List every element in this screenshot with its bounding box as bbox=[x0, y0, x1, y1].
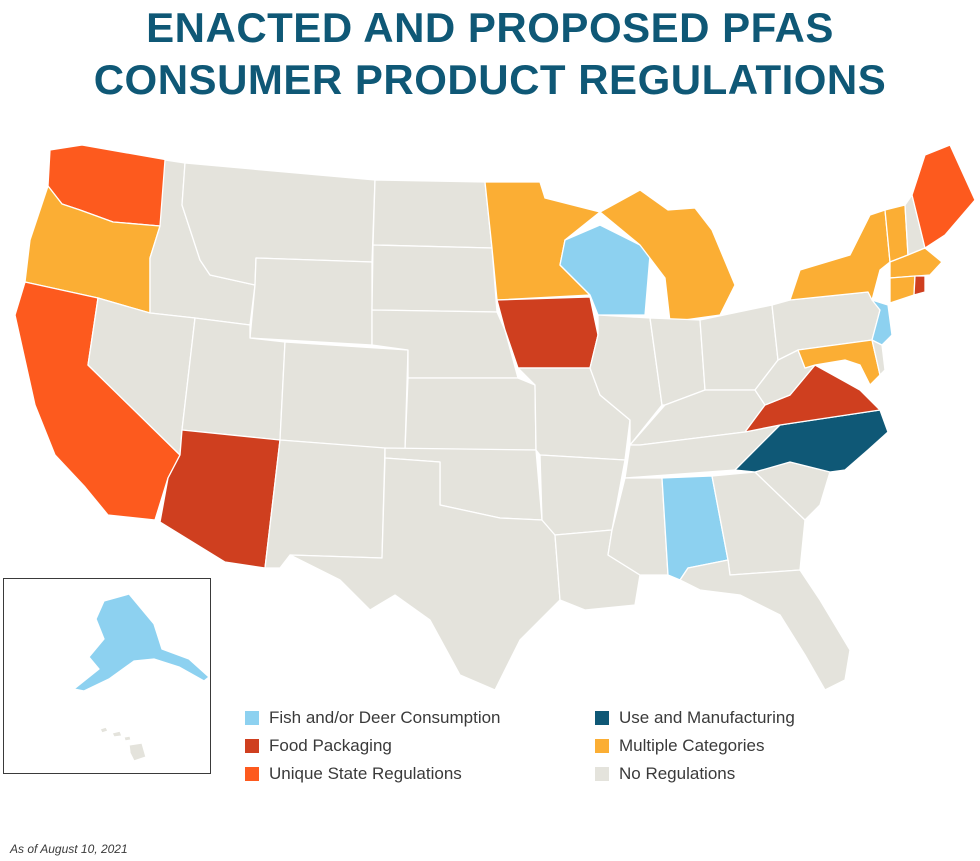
legend-label-food-packaging: Food Packaging bbox=[269, 736, 392, 755]
state-FL[interactable] bbox=[679, 559, 851, 691]
state-CT[interactable] bbox=[889, 275, 916, 304]
state-WI[interactable] bbox=[559, 224, 651, 316]
legend-swatch-unique-state bbox=[245, 767, 259, 781]
state-WY[interactable] bbox=[249, 257, 373, 346]
legend-item-multiple: Multiple Categories bbox=[595, 736, 765, 756]
hawaii-islands bbox=[99, 726, 147, 762]
legend-swatch-fish-deer bbox=[245, 711, 259, 725]
legend-item-fish-deer: Fish and/or Deer Consumption bbox=[245, 708, 501, 728]
state-KS[interactable] bbox=[404, 377, 537, 451]
legend-item-use-manufacturing: Use and Manufacturing bbox=[595, 708, 795, 728]
state-AK[interactable] bbox=[73, 593, 210, 692]
state-CO[interactable] bbox=[279, 341, 409, 451]
legend-label-none: No Regulations bbox=[619, 764, 736, 783]
state-AR[interactable] bbox=[539, 454, 626, 536]
legend: Fish and/or Deer Consumption Food Packag… bbox=[245, 708, 885, 798]
legend-swatch-none bbox=[595, 767, 609, 781]
us-map bbox=[14, 144, 976, 691]
state-SD[interactable] bbox=[371, 244, 498, 313]
legend-label-use-manufacturing: Use and Manufacturing bbox=[619, 708, 795, 727]
inset-alaska-hawaii bbox=[3, 578, 211, 774]
legend-item-food-packaging: Food Packaging bbox=[245, 736, 392, 756]
legend-item-none: No Regulations bbox=[595, 764, 735, 784]
legend-label-fish-deer: Fish and/or Deer Consumption bbox=[269, 708, 501, 727]
state-ME[interactable] bbox=[911, 144, 976, 249]
map-title: ENACTED AND PROPOSED PFAS CONSUMER PRODU… bbox=[0, 2, 980, 106]
legend-swatch-multiple bbox=[595, 739, 609, 753]
title-line-2: CONSUMER PRODUCT REGULATIONS bbox=[93, 56, 887, 103]
footnote: As of August 10, 2021 bbox=[10, 842, 128, 856]
title-line-1: ENACTED AND PROPOSED PFAS bbox=[146, 4, 834, 51]
state-NM[interactable] bbox=[264, 439, 386, 569]
state-TX[interactable] bbox=[289, 457, 561, 691]
state-NJ[interactable] bbox=[871, 299, 893, 346]
state-RI[interactable] bbox=[913, 275, 926, 296]
legend-swatch-food-packaging bbox=[245, 739, 259, 753]
state-ND[interactable] bbox=[372, 179, 493, 249]
state-NY[interactable] bbox=[789, 209, 891, 301]
state-MI[interactable] bbox=[599, 189, 736, 323]
legend-label-multiple: Multiple Categories bbox=[619, 736, 765, 755]
legend-item-unique-state: Unique State Regulations bbox=[245, 764, 462, 784]
legend-label-unique-state: Unique State Regulations bbox=[269, 764, 462, 783]
legend-swatch-use-manufacturing bbox=[595, 711, 609, 725]
